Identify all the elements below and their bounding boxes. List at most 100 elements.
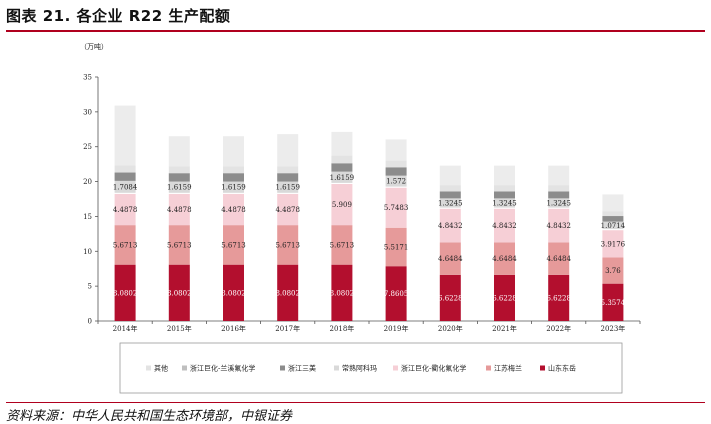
bar-segment: [440, 185, 461, 191]
bar-segment: [602, 211, 623, 216]
x-tick-label: 2014年: [113, 324, 138, 333]
data-label: 4.4878: [275, 206, 300, 214]
data-label: 5.909: [332, 201, 352, 209]
data-label: 1.7084: [113, 183, 138, 191]
bar-segment: [223, 193, 244, 194]
legend-label: 浙江巨化-兰溪氟化学: [190, 364, 255, 373]
footer-rule: [6, 402, 705, 403]
data-label: 4.4878: [221, 206, 246, 214]
data-label: 8.0802: [275, 289, 300, 297]
data-label: 3.9176: [601, 240, 626, 248]
x-tick-label: 2017年: [275, 324, 300, 333]
bar-segment: [386, 139, 407, 160]
data-label: 5.6713: [221, 241, 246, 249]
y-tick-label: 35: [83, 74, 92, 82]
data-label: 6.6228: [438, 294, 463, 302]
bar-segment: [494, 191, 515, 198]
data-label: 1.3245: [492, 199, 517, 207]
data-label: 1.3245: [438, 199, 463, 207]
data-label: 1.572: [386, 178, 406, 186]
data-label: 3.76: [605, 267, 621, 275]
bar-segment: [548, 191, 569, 198]
legend-swatch: [146, 366, 151, 371]
stacked-bar-chart: （万吨） 0 5 10 15 20 25 30 35 2014年 8.0802 5.6713 4.487…: [0, 0, 711, 415]
legend-label: 江苏梅兰: [494, 364, 522, 373]
legend-label: 浙江巨化-衢化氟化学: [401, 364, 466, 373]
data-label: 1.6159: [275, 184, 300, 192]
data-label: 8.0802: [113, 289, 138, 297]
data-label: 8.0802: [221, 289, 246, 297]
bar-segment: [277, 134, 298, 166]
data-label: 6.6228: [492, 294, 517, 302]
legend-label: 常熟阿科玛: [342, 364, 377, 373]
data-label: 1.6159: [330, 174, 355, 182]
data-label: 1.6159: [167, 184, 192, 192]
y-tick-label: 20: [83, 178, 92, 186]
bar-segment: [440, 166, 461, 186]
y-axis-unit-label: （万吨）: [80, 42, 108, 51]
bar-segment: [169, 166, 190, 173]
bar-segment: [494, 166, 515, 186]
data-label: 1.6159: [221, 184, 246, 192]
bar-segment: [386, 187, 407, 188]
data-label: 1.3245: [546, 199, 571, 207]
bar-segment: [386, 160, 407, 167]
y-tick-label: 0: [88, 318, 92, 326]
data-label: 5.3574: [601, 299, 626, 307]
data-label: 4.4878: [167, 206, 192, 214]
data-label: 4.8432: [492, 222, 517, 230]
bar-segment: [223, 173, 244, 181]
legend-swatch: [393, 366, 398, 371]
data-label: 4.6484: [438, 255, 463, 263]
bar-segment: [331, 183, 352, 184]
data-label: 5.6713: [330, 241, 355, 249]
legend-swatch: [540, 366, 545, 371]
data-label: 4.8432: [438, 222, 463, 230]
data-label: 8.0802: [167, 289, 192, 297]
data-label: 4.4878: [113, 206, 138, 214]
bar-segment: [169, 193, 190, 194]
bar-segment: [331, 163, 352, 171]
x-tick-label: 2016年: [221, 324, 246, 333]
x-tick-label: 2018年: [329, 324, 354, 333]
x-tick-label: 2023年: [600, 324, 625, 333]
data-label: 1.0714: [601, 222, 626, 230]
legend-label: 浙江三美: [288, 364, 316, 373]
y-tick-label: 25: [83, 143, 92, 151]
bar-segment: [169, 173, 190, 181]
bar-segment: [548, 185, 569, 191]
bar-segment: [548, 208, 569, 209]
bar-segment: [331, 156, 352, 164]
bar-segment: [331, 132, 352, 156]
data-label: 6.6228: [546, 294, 571, 302]
bar-segment: [277, 173, 298, 181]
bar-segment: [440, 191, 461, 198]
x-tick-label: 2015年: [167, 324, 192, 333]
y-tick-label: 10: [83, 248, 92, 256]
legend-label: 其他: [154, 364, 168, 373]
bar-segment: [223, 166, 244, 173]
bar-segment: [602, 216, 623, 222]
bar-segment: [115, 193, 136, 194]
bar-segment: [494, 185, 515, 191]
bar-segment: [440, 208, 461, 209]
bar-segment: [115, 173, 136, 181]
bar-segment: [602, 194, 623, 211]
bar-segment: [115, 166, 136, 173]
data-label: 4.6484: [492, 255, 517, 263]
bar-segment: [386, 167, 407, 175]
legend-swatch: [334, 366, 339, 371]
data-label: 4.8432: [546, 222, 571, 230]
bar-segment: [169, 136, 190, 166]
legend-swatch: [486, 366, 491, 371]
data-label: 7.8605: [384, 290, 409, 298]
x-tick-label: 2019年: [384, 324, 409, 333]
legend-swatch: [182, 366, 187, 371]
bar-segment: [494, 208, 515, 209]
data-label: 5.5171: [384, 243, 409, 251]
bar-segment: [115, 106, 136, 166]
bar-segment: [548, 166, 569, 186]
legend-swatch: [280, 366, 285, 371]
y-tick-label: 5: [88, 283, 92, 291]
bar-segment: [277, 193, 298, 194]
